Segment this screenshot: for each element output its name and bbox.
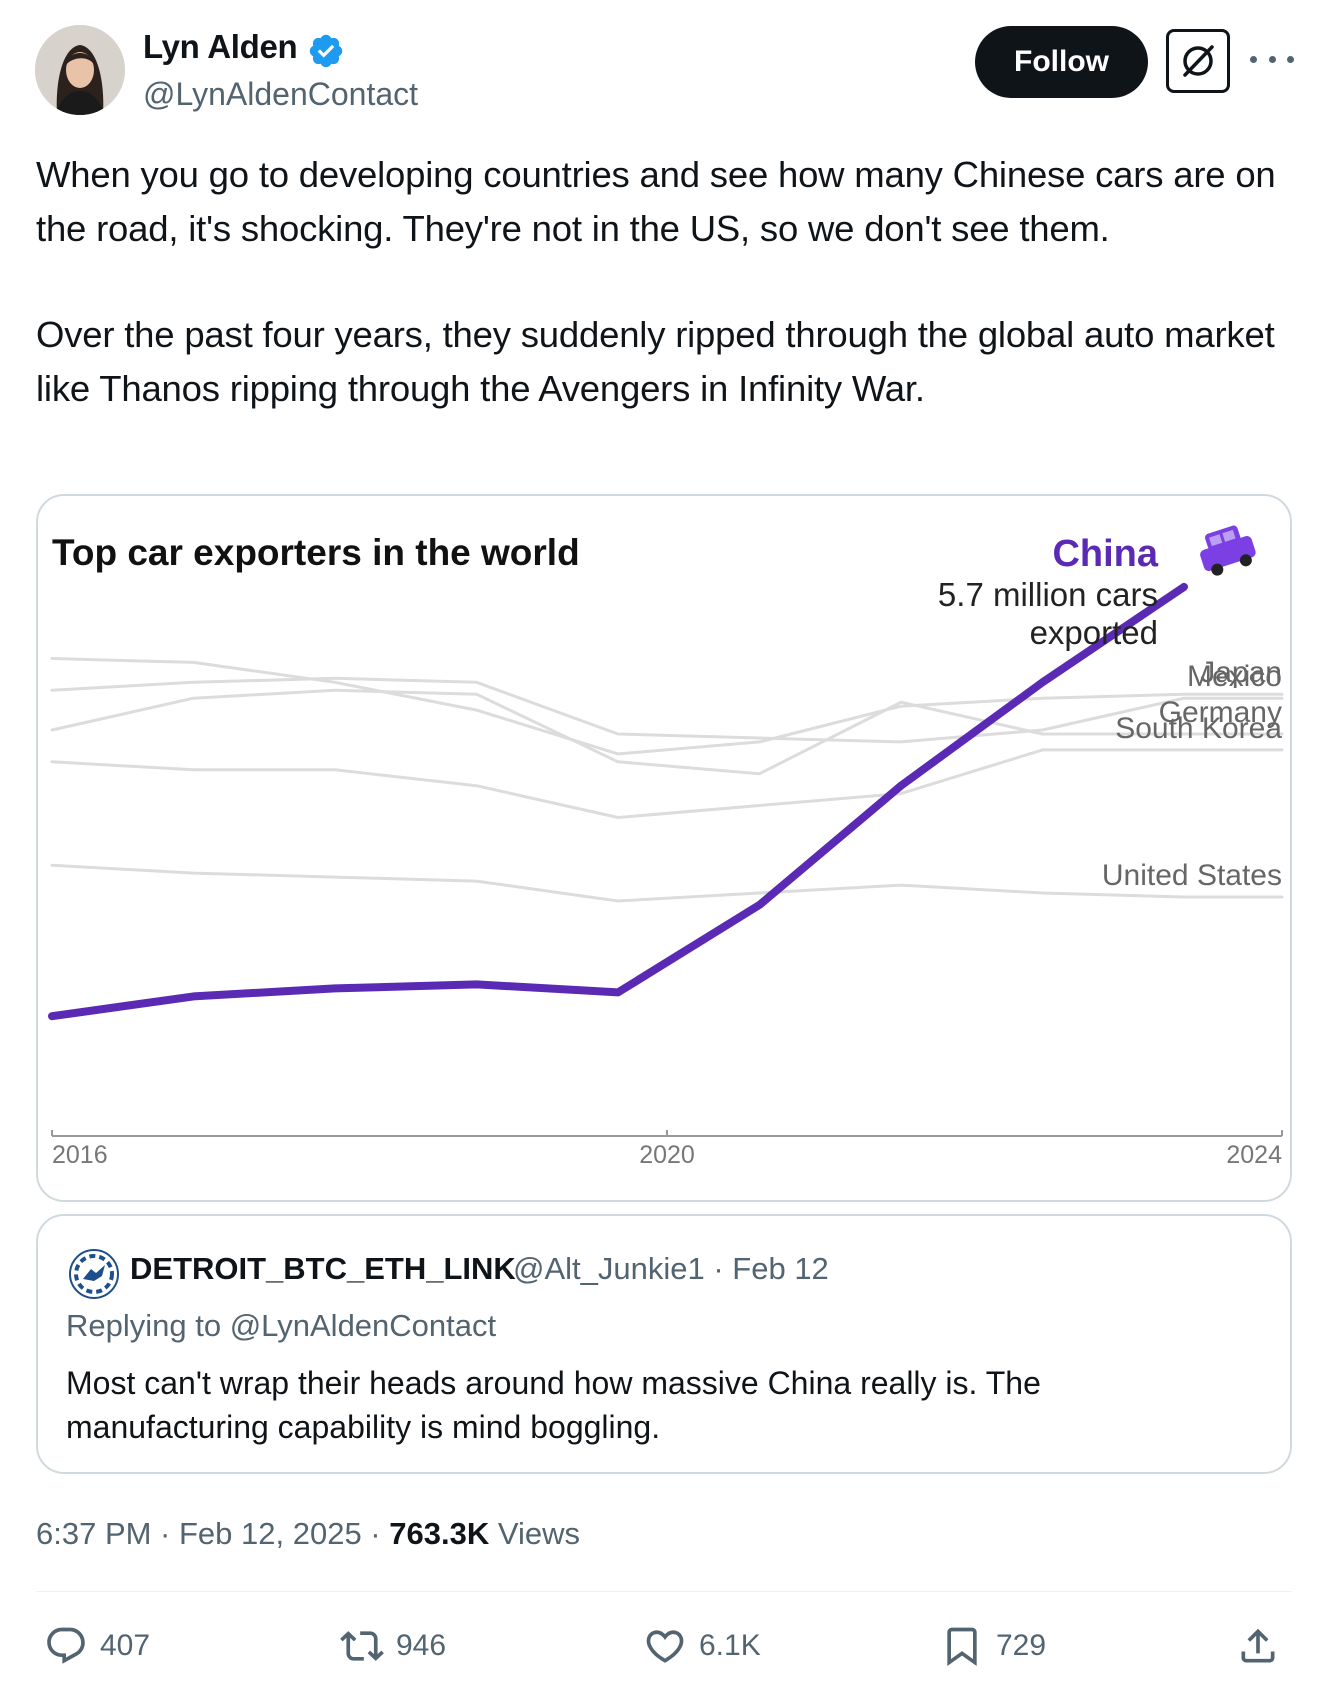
grok-button[interactable] — [1166, 29, 1230, 93]
author-handle[interactable]: @LynAldenContact — [143, 76, 419, 112]
quote-avatar-icon[interactable] — [69, 1249, 119, 1299]
more-options-icon[interactable] — [1250, 44, 1294, 74]
views-label: Views — [489, 1516, 580, 1551]
series-line-china — [48, 582, 1188, 1021]
series-line-japan — [50, 657, 1284, 756]
series-line-mexico — [50, 676, 1284, 744]
tweet-timestamp[interactable]: 6:37 PM · Feb 12, 2025 · — [36, 1516, 390, 1551]
series-label-united-states: United States — [1102, 859, 1282, 892]
tweet-meta: 6:37 PM · Feb 12, 2025 · 763.3K Views — [36, 1516, 580, 1552]
bookmark-button[interactable]: 729 — [940, 1618, 1046, 1674]
bookmark-count: 729 — [996, 1629, 1047, 1662]
tweet-paragraph: When you go to developing countries and … — [36, 154, 1276, 249]
series-label-mexico: Mexico — [1187, 660, 1282, 693]
reply-button[interactable]: 407 — [44, 1618, 150, 1674]
series-line-germany — [50, 688, 1284, 776]
quote-handle-date[interactable]: @Alt_Junkie1 · Feb 12 — [513, 1251, 829, 1286]
avatar-photo-icon — [35, 25, 125, 115]
author-name[interactable]: Lyn Alden — [143, 28, 298, 65]
replying-to[interactable]: Replying to @LynAldenContact — [66, 1308, 497, 1343]
tweet-text: When you go to developing countries and … — [36, 148, 1296, 415]
series-label-japan: Japan — [1200, 656, 1282, 689]
x-tick-label: 2016 — [52, 1141, 108, 1169]
china-annotation-value: 5.7 million cars — [938, 576, 1158, 613]
heart-icon — [646, 1630, 684, 1663]
avatar[interactable] — [35, 25, 125, 115]
divider — [36, 1591, 1292, 1592]
repost-icon — [340, 1631, 384, 1661]
series-line-south-korea — [50, 748, 1284, 819]
reply-count: 407 — [100, 1629, 151, 1662]
series-label-south-korea: South Korea — [1115, 712, 1282, 745]
china-annotation-name: China — [1052, 533, 1158, 575]
china-annotation-unit: exported — [1030, 614, 1158, 651]
reply-icon — [47, 1627, 85, 1664]
series-label-germany: Germany — [1159, 696, 1282, 729]
verified-badge-icon[interactable] — [307, 32, 345, 70]
series-line-united-states — [50, 863, 1284, 903]
tweet-paragraph: Over the past four years, they suddenly … — [36, 314, 1275, 409]
repost-button[interactable]: 946 — [340, 1618, 446, 1674]
views-count: 763.3K — [389, 1516, 490, 1551]
share-button[interactable] — [1236, 1618, 1292, 1674]
grok-icon — [1183, 45, 1214, 77]
car-icon — [1200, 525, 1256, 576]
like-button[interactable]: 6.1K — [643, 1618, 761, 1674]
exporters-chart: Top car exporters in the world JapanMexi… — [48, 525, 1284, 1169]
chart-title: Top car exporters in the world — [52, 532, 580, 573]
like-count: 6.1K — [699, 1629, 761, 1662]
quote-text: Most can't wrap their heads around how m… — [66, 1365, 1041, 1445]
follow-button[interactable]: Follow — [975, 26, 1148, 98]
share-icon — [1241, 1628, 1275, 1663]
x-tick-label: 2020 — [639, 1141, 695, 1169]
repost-count: 946 — [396, 1629, 447, 1662]
media-card[interactable]: Top car exporters in the world Japan Mexi… — [36, 494, 1292, 1202]
x-tick-label: 2024 — [1226, 1141, 1282, 1169]
quoted-reply-card[interactable]: DETROIT_BTC_ETH_LINK @Alt_Junkie1 · Feb … — [36, 1214, 1292, 1474]
quote-author-name[interactable]: DETROIT_BTC_ETH_LINK — [130, 1251, 516, 1286]
bookmark-icon — [947, 1627, 977, 1667]
